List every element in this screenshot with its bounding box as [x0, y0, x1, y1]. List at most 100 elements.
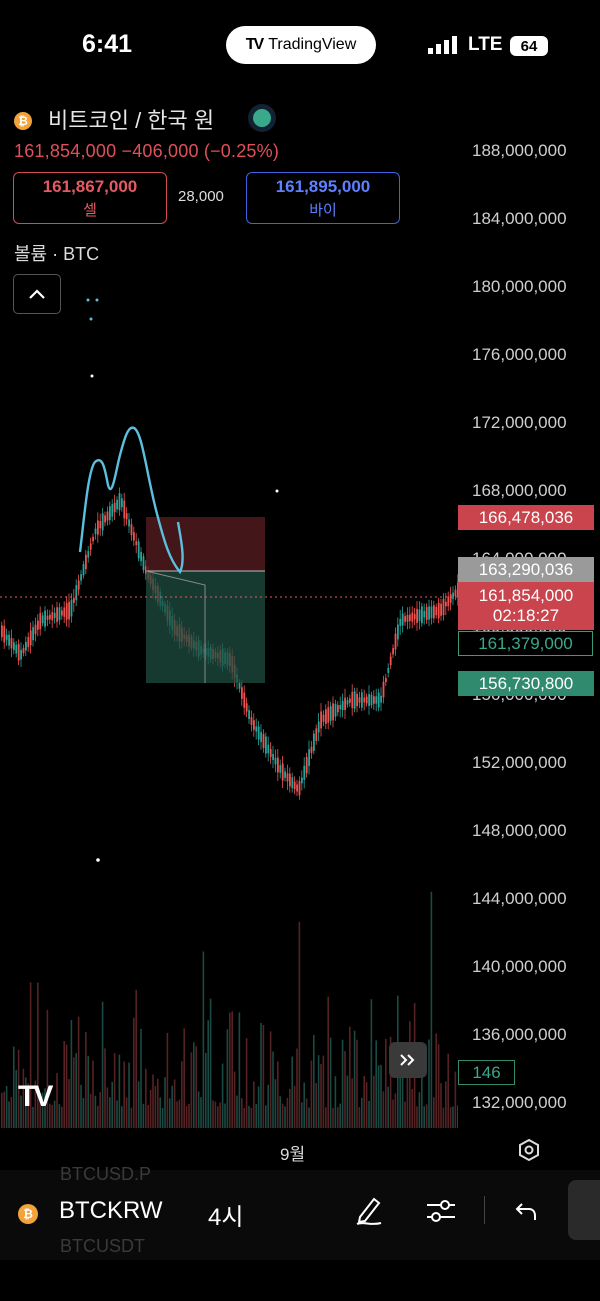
- candle-body: [445, 601, 447, 607]
- candle-body: [25, 641, 27, 651]
- candle-body: [409, 614, 411, 622]
- price-axis-label: 144,000,000: [472, 889, 567, 908]
- candle-body: [116, 499, 118, 510]
- candle-body: [322, 714, 325, 722]
- volume-bar: [284, 1106, 286, 1128]
- candle-body: [99, 521, 102, 529]
- volume-bar: [289, 1088, 291, 1128]
- candle-body: [118, 493, 121, 511]
- pair-title[interactable]: 비트코인 / 한국 원: [48, 108, 215, 133]
- price-axis-label: 140,000,000: [472, 957, 567, 976]
- volume-bar: [365, 1082, 368, 1128]
- volume-tag: 146: [458, 1060, 515, 1085]
- symbol-coin-icon: ₿: [18, 1204, 38, 1224]
- pencil-icon[interactable]: [352, 1193, 386, 1227]
- volume-bar: [49, 1103, 51, 1128]
- buy-price: 161,895,000: [275, 176, 371, 196]
- symbol-suggestion-bottom[interactable]: BTCUSDT: [60, 1236, 145, 1256]
- candle-body: [358, 697, 361, 703]
- settings-icon[interactable]: [517, 1138, 541, 1162]
- price-chart[interactable]: [0, 140, 458, 1130]
- volume-legend[interactable]: 볼륨 · BTC: [14, 244, 100, 264]
- candle-body: [121, 498, 123, 508]
- candle-body: [130, 524, 133, 536]
- candle-body: [317, 721, 320, 733]
- volume-bar: [58, 1104, 61, 1128]
- position-path: [145, 570, 206, 683]
- volume-bar: [272, 1051, 274, 1128]
- volume-bar: [97, 1105, 99, 1128]
- volume-bar: [375, 1040, 377, 1128]
- buy-button[interactable]: 161,895,000 바이: [246, 172, 400, 224]
- candle-body: [365, 696, 368, 704]
- sell-button[interactable]: 161,867,000 셀: [13, 172, 167, 224]
- candle-body: [13, 642, 15, 651]
- candle-body: [298, 781, 301, 796]
- candle-body: [241, 687, 243, 699]
- chevron-up-icon[interactable]: [13, 274, 61, 314]
- volume-bar: [214, 1101, 217, 1128]
- volume-bar: [370, 999, 373, 1128]
- candle-body: [248, 710, 250, 720]
- candle-body: [39, 612, 42, 630]
- candle-body: [363, 697, 366, 703]
- signal-icon: [428, 36, 457, 54]
- candle-body: [17, 643, 20, 661]
- candle-body: [334, 703, 337, 717]
- volume-bar: [77, 1016, 80, 1128]
- candle-body: [87, 551, 90, 558]
- volume-bar: [20, 1095, 22, 1128]
- candle-body: [394, 633, 397, 650]
- volume-bar: [435, 1033, 437, 1128]
- volume-bar: [94, 1095, 97, 1128]
- candle-body: [303, 765, 306, 780]
- coin-icon: ₿: [14, 112, 32, 130]
- volume-bar: [313, 1034, 315, 1128]
- price-axis-label: 184,000,000: [472, 209, 567, 228]
- volume-bar: [209, 998, 212, 1128]
- volume-bar: [13, 1046, 15, 1128]
- volume-bar: [27, 1083, 29, 1128]
- volume-bar: [202, 951, 205, 1128]
- volume-bar: [25, 1077, 27, 1128]
- undo-icon[interactable]: [513, 1198, 539, 1224]
- more-tools-button[interactable]: [568, 1180, 600, 1240]
- price-axis-label: 168,000,000: [472, 481, 567, 500]
- volume-bar: [226, 1029, 229, 1128]
- candle-body: [111, 504, 114, 517]
- candle-body: [329, 706, 332, 721]
- candle-body: [433, 605, 435, 619]
- candle-body: [389, 656, 392, 666]
- interval-button[interactable]: 4시: [208, 1204, 244, 1231]
- candle-body: [10, 638, 13, 649]
- volume-bar: [255, 1103, 257, 1128]
- candle-body: [313, 733, 315, 751]
- volume-bar: [82, 1097, 85, 1128]
- candle-body: [368, 694, 370, 706]
- volume-bar: [238, 1012, 241, 1128]
- candle-body: [77, 580, 80, 590]
- volume-bar: [207, 1020, 209, 1128]
- double-chevron-right-icon[interactable]: [389, 1042, 427, 1078]
- candle-body: [255, 726, 258, 732]
- candle-body: [260, 732, 262, 742]
- candle-body: [286, 773, 289, 782]
- indicator-icon[interactable]: [424, 1196, 458, 1226]
- candle-body: [413, 613, 416, 620]
- volume-bar: [406, 1061, 409, 1128]
- volume-bar: [29, 982, 32, 1128]
- candle-body: [308, 749, 310, 766]
- volume-bar: [111, 1081, 113, 1128]
- symbol-button[interactable]: BTCKRW: [59, 1197, 163, 1224]
- symbol-suggestion-top[interactable]: BTCUSD.P: [60, 1164, 152, 1184]
- candle-countdown: 02:18:27: [492, 606, 560, 625]
- volume-bar: [133, 1017, 135, 1128]
- volume-bar: [332, 1107, 334, 1128]
- candle-body: [32, 627, 34, 641]
- volume-bars: [1, 891, 458, 1128]
- tradingview-pill[interactable]: TV TradingView: [226, 26, 376, 64]
- volume-bar: [85, 1031, 87, 1128]
- candle-body: [257, 726, 260, 740]
- volume-bar: [128, 1062, 130, 1128]
- candle-body: [272, 754, 274, 760]
